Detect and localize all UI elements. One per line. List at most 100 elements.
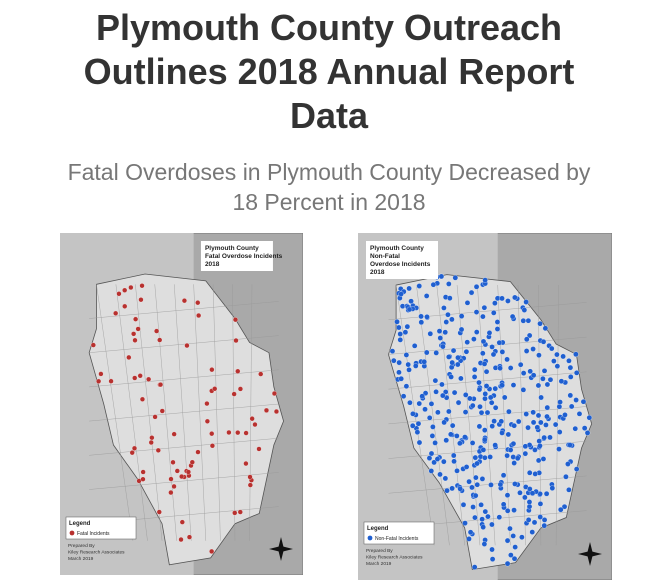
map-title: Non-Fatal	[370, 253, 400, 260]
incident-dot	[139, 396, 145, 402]
town-boundary	[232, 284, 236, 541]
incident-dot	[133, 316, 139, 322]
incident-dot	[472, 514, 478, 521]
title-line: Plymouth County Outreach	[95, 7, 563, 48]
incident-dot	[482, 391, 488, 397]
incident-dot	[514, 455, 521, 462]
incident-dot	[116, 291, 122, 297]
incident-dot	[478, 409, 485, 416]
incident-dot	[189, 459, 195, 465]
incident-dot	[482, 454, 488, 461]
town-boundary	[193, 284, 206, 541]
incident-dot	[541, 522, 548, 529]
incident-dot	[499, 430, 505, 436]
incident-dot	[520, 318, 527, 324]
incident-dot	[472, 492, 479, 499]
incident-dot	[566, 487, 572, 493]
map-title: Overdose Incidents	[370, 261, 431, 268]
incident-dot	[535, 382, 542, 389]
incident-dot	[433, 389, 439, 395]
incident-dot	[488, 399, 495, 406]
incident-dot	[416, 400, 423, 407]
incident-dot	[159, 408, 165, 414]
incident-dot	[237, 509, 243, 515]
incident-dot	[551, 358, 557, 364]
incident-dot	[271, 390, 278, 397]
incident-dot	[232, 317, 239, 323]
incident-dot	[171, 431, 177, 437]
incident-dot	[540, 338, 547, 345]
incident-dot	[132, 375, 138, 381]
incident-dot	[530, 346, 536, 352]
incident-dot	[505, 298, 511, 304]
incident-dot	[139, 283, 145, 289]
incident-dot	[455, 354, 461, 361]
incident-dot	[515, 418, 522, 425]
incident-dot	[476, 423, 483, 430]
incident-dot	[481, 361, 488, 367]
incident-dot	[430, 281, 437, 288]
map-title-box	[366, 241, 438, 279]
incident-dot	[485, 513, 491, 520]
incident-dot	[398, 375, 404, 382]
incident-dot	[529, 529, 535, 535]
town-boundary	[388, 475, 587, 494]
incident-dot	[472, 366, 478, 373]
incident-dot	[565, 461, 571, 467]
title: Plymouth County Outreach Outlines 2018 A…	[0, 6, 658, 138]
incident-dot	[500, 472, 507, 478]
town-boundary	[89, 472, 279, 490]
incident-dot	[448, 374, 454, 380]
incident-dot	[529, 490, 536, 496]
incident-dot	[462, 434, 468, 440]
incident-dot	[483, 383, 490, 389]
incident-dot	[441, 419, 447, 426]
incident-dot	[235, 368, 241, 374]
incident-dot	[396, 359, 402, 366]
incident-dot	[156, 509, 162, 515]
incident-dot	[178, 537, 184, 543]
incident-dot	[508, 552, 514, 558]
incident-dot	[480, 447, 487, 453]
incident-dot	[443, 437, 449, 443]
incident-dot	[158, 382, 164, 388]
incident-dot	[512, 544, 518, 550]
incident-dot	[451, 389, 458, 396]
incident-dot	[473, 284, 480, 290]
incident-dot	[491, 418, 497, 424]
incident-dot	[567, 442, 573, 448]
incident-dot	[572, 425, 579, 432]
incident-dot	[488, 482, 494, 488]
incident-dot	[446, 281, 452, 287]
town-boundary	[89, 369, 279, 388]
incident-dot	[482, 427, 488, 433]
incident-dot	[457, 486, 463, 492]
incident-dot	[440, 392, 446, 399]
incident-dot	[500, 501, 507, 508]
incident-dot	[525, 317, 532, 324]
incident-dot	[458, 313, 465, 319]
incident-dot	[489, 423, 495, 429]
incident-dot	[458, 326, 465, 333]
legend-item: Fatal Incidents	[77, 531, 110, 537]
incident-dot	[449, 485, 455, 492]
incident-dot	[452, 275, 459, 281]
incident-dot	[481, 304, 488, 311]
incident-dot	[530, 372, 537, 379]
incident-dot	[507, 365, 514, 371]
incident-dot	[586, 414, 593, 421]
incident-dot	[480, 313, 486, 320]
incident-dot	[148, 439, 154, 446]
incident-dot	[521, 307, 528, 313]
incident-dot	[492, 442, 498, 448]
legend-item: Non-Fatal Incidents	[375, 536, 419, 542]
incident-dot	[195, 300, 201, 306]
incident-dot	[416, 283, 423, 289]
incident-dot	[473, 329, 480, 335]
incident-dot	[232, 510, 238, 516]
incident-dot	[422, 406, 428, 413]
incident-dot	[427, 331, 434, 337]
incident-dot	[237, 386, 243, 392]
incident-dot	[454, 468, 460, 474]
